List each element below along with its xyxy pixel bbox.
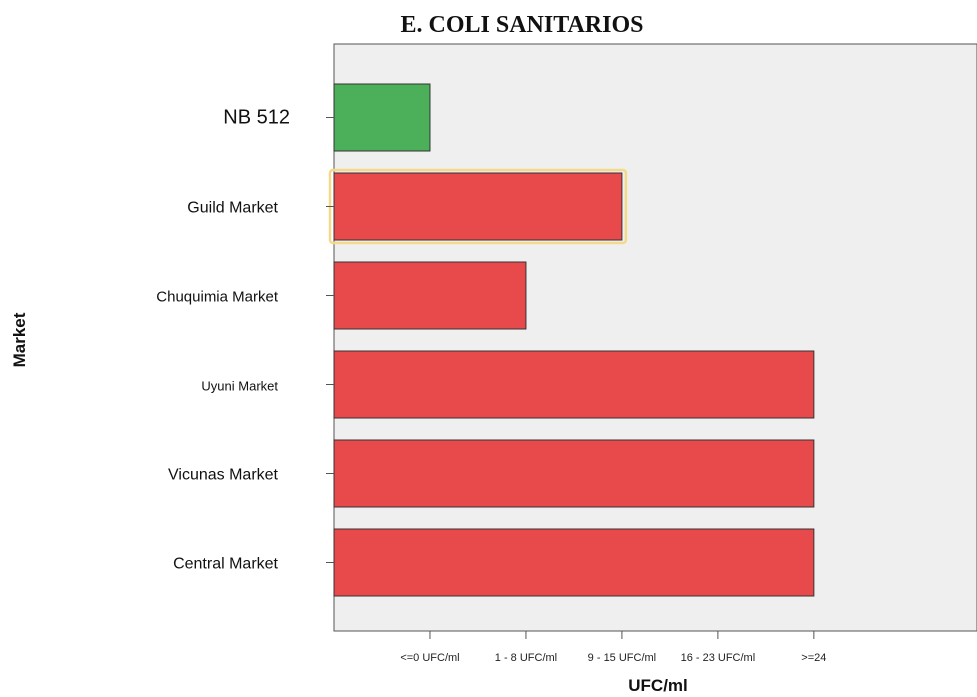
x-tick-label: <=0 UFC/ml (400, 652, 459, 664)
x-tick-label: 16 - 23 UFC/ml (681, 652, 756, 664)
bar (333, 261, 527, 330)
chart-title: E. COLI SANITARIOS (401, 12, 644, 38)
y-axis-title: Market (10, 312, 29, 367)
x-tick-label: >=24 (801, 652, 826, 664)
category-label: Vicunas Market (168, 467, 279, 484)
x-tick-label: 1 - 8 UFC/ml (495, 652, 557, 664)
bar (333, 528, 815, 597)
category-label: Uyuni Market (201, 379, 278, 394)
category-label: Chuquimia Market (156, 289, 279, 306)
category-label: Guild Market (187, 200, 278, 217)
x-tick-label: 9 - 15 UFC/ml (588, 652, 656, 664)
bar (333, 172, 623, 241)
x-axis-title: UFC/ml (628, 676, 688, 695)
bar (333, 439, 815, 508)
bar (333, 83, 431, 152)
category-label: NB 512 (223, 107, 290, 129)
bar (333, 350, 815, 419)
category-label: Central Market (173, 556, 278, 573)
